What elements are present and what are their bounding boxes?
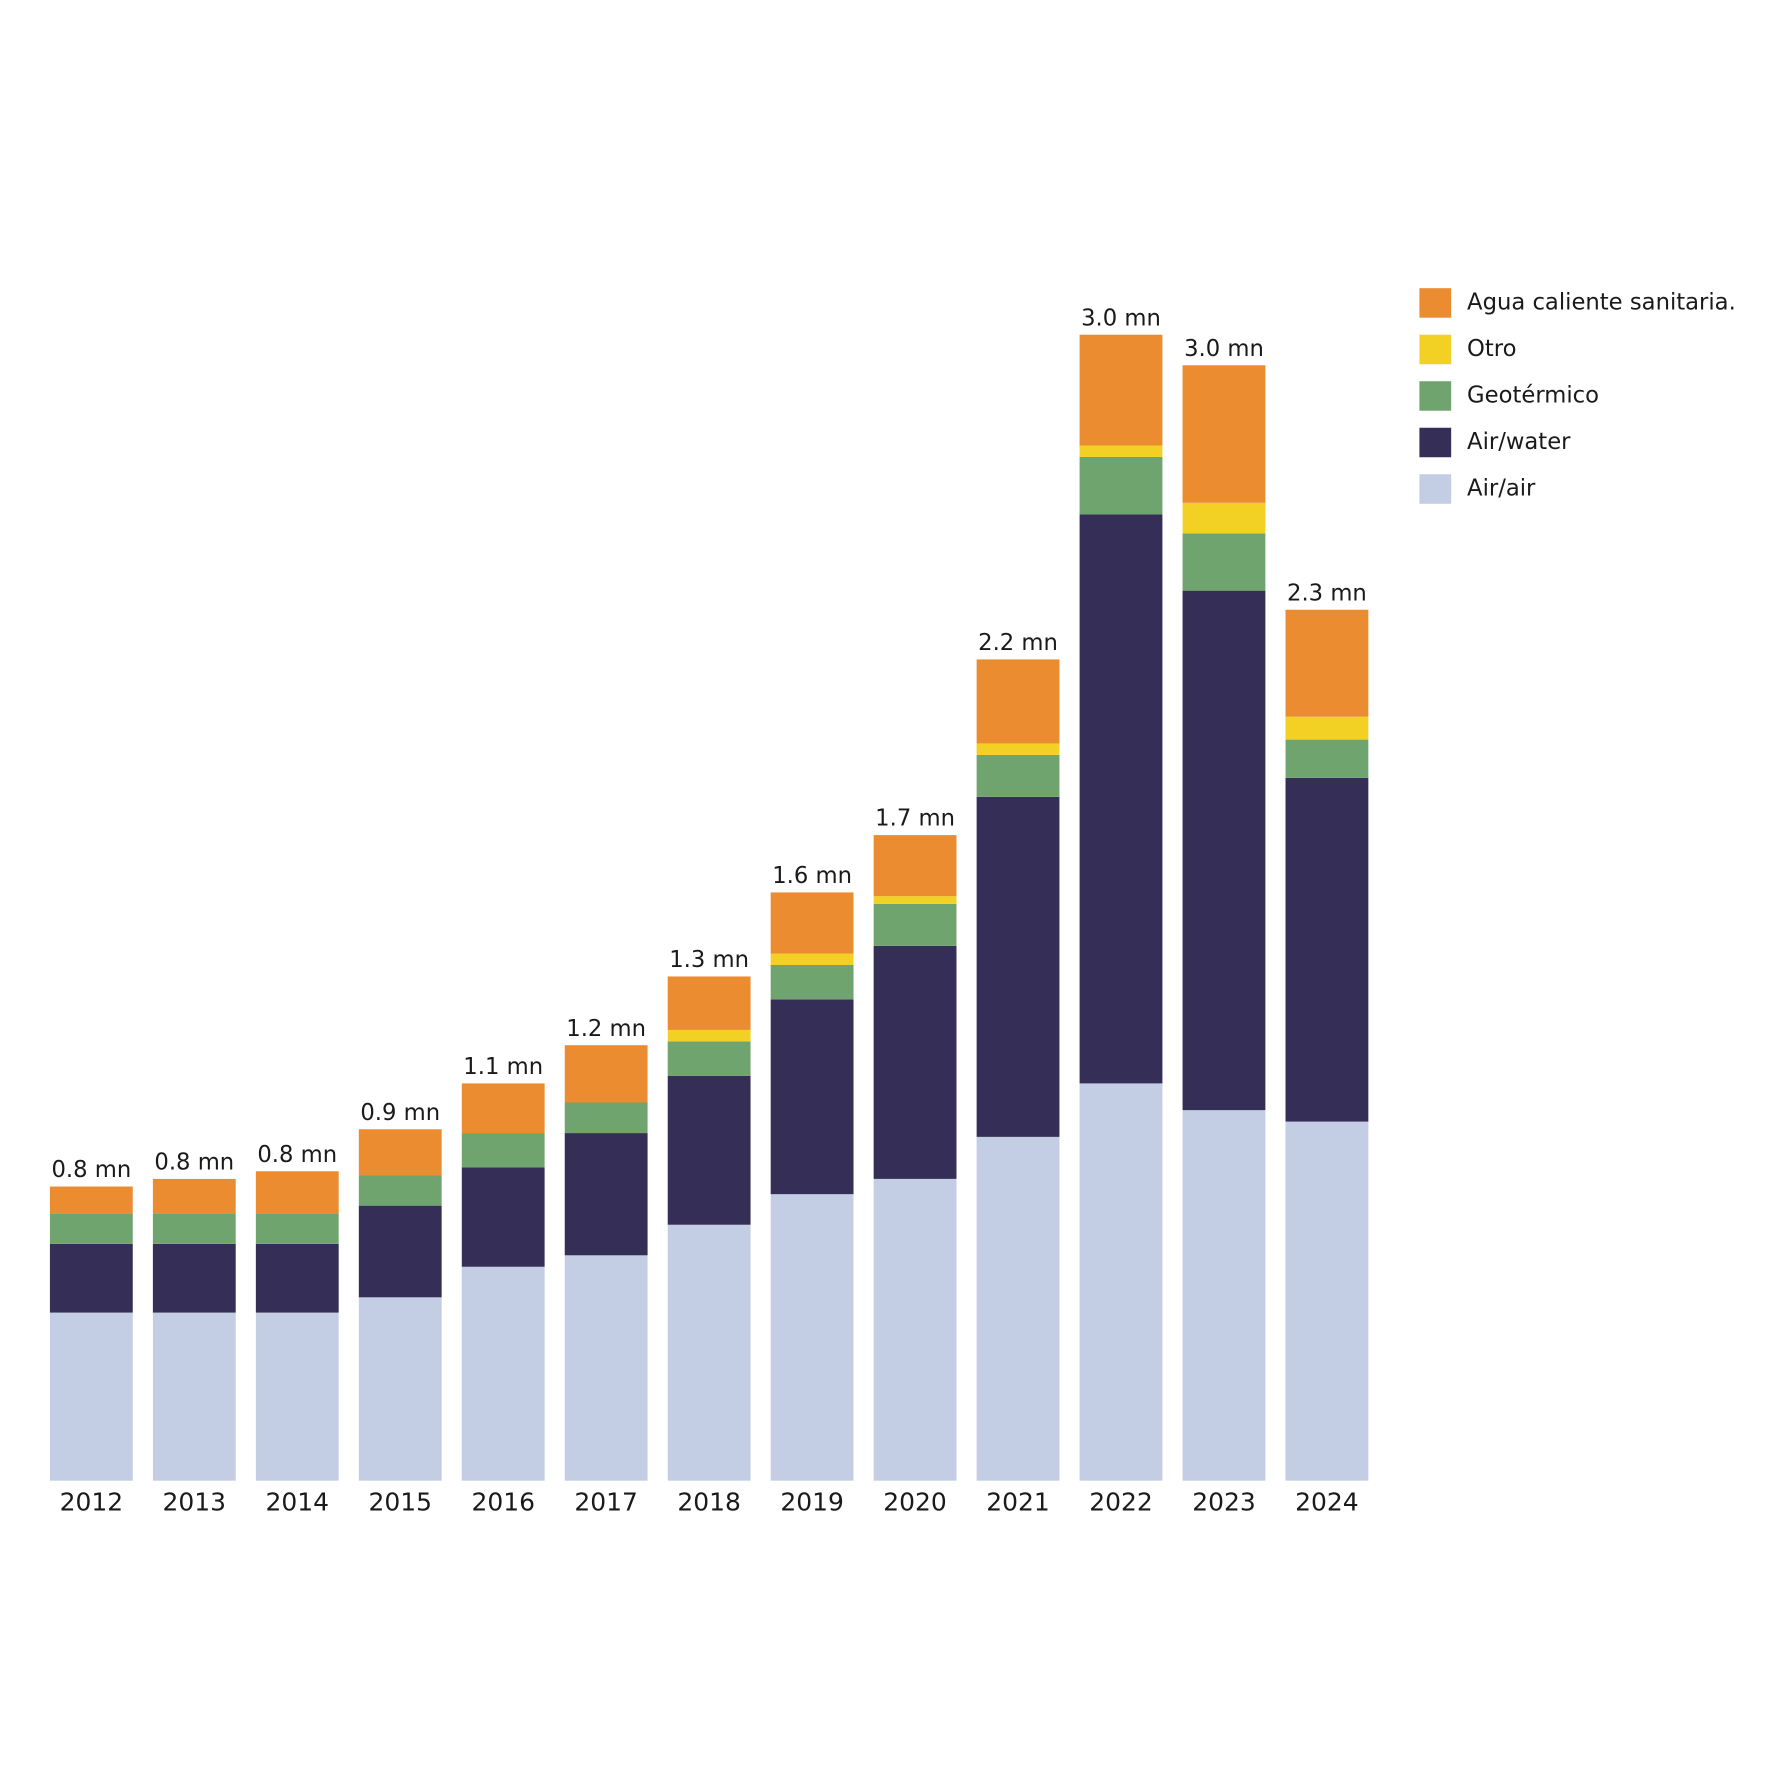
total-label: 2.2 mn: [978, 630, 1058, 656]
bar-segment: [358, 1129, 442, 1176]
legend-swatch: [1419, 474, 1452, 504]
bar-segment: [152, 1243, 236, 1313]
bar-segment: [873, 903, 957, 946]
x-tick-label: 2018: [677, 1487, 741, 1516]
bar-segment: [461, 1083, 545, 1134]
bar-segment: [564, 1255, 648, 1481]
bar-segment: [976, 796, 1060, 1137]
bar-segment: [1285, 1121, 1369, 1481]
x-tick-label: 2024: [1295, 1487, 1359, 1516]
legend-swatch: [1419, 427, 1452, 458]
bar-segment: [49, 1186, 133, 1214]
bar-segment: [564, 1133, 648, 1256]
bar-segment: [1079, 514, 1163, 1084]
x-tick-label: 2019: [780, 1487, 844, 1516]
bar-segment: [461, 1167, 545, 1267]
x-tick-label: 2014: [266, 1487, 330, 1516]
bar-segment: [564, 1102, 648, 1134]
legend-swatch: [1419, 334, 1452, 365]
bar-segment: [1079, 445, 1163, 457]
bar-segment: [255, 1171, 339, 1214]
total-label: 0.9 mn: [360, 1100, 440, 1126]
bar-segment: [1285, 609, 1369, 717]
bar-segment: [49, 1213, 133, 1244]
bar-segment: [1182, 590, 1266, 1111]
total-label: 3.0 mn: [1184, 336, 1264, 362]
bar-segment: [976, 743, 1060, 755]
bar-segment: [152, 1213, 236, 1244]
total-label: 1.6 mn: [772, 863, 852, 889]
legend-label: Geotérmico: [1467, 382, 1599, 408]
x-tick-label: 2021: [986, 1487, 1050, 1516]
bar-segment: [1182, 1110, 1266, 1481]
bar-segment: [667, 1041, 751, 1076]
legend-label: Air/water: [1467, 429, 1571, 455]
bar-segment: [1285, 777, 1369, 1122]
bar-segment: [770, 964, 854, 1000]
bar-segment: [152, 1312, 236, 1481]
x-tick-label: 2012: [60, 1487, 124, 1516]
total-label: 3.0 mn: [1081, 305, 1161, 331]
bar-segment: [976, 1136, 1060, 1481]
x-tick-label: 2017: [574, 1487, 638, 1516]
bar-segment: [358, 1205, 442, 1298]
bar-segment: [770, 892, 854, 954]
bar-segment: [873, 1178, 957, 1481]
bar-segment: [976, 659, 1060, 744]
bar-segment: [770, 999, 854, 1195]
legend-swatch: [1419, 288, 1452, 318]
x-tick-label: 2022: [1089, 1487, 1153, 1516]
bar-segment: [770, 1194, 854, 1481]
total-label: 0.8 mn: [51, 1157, 131, 1183]
legend-label: Agua caliente sanitaria.: [1467, 289, 1736, 315]
total-label: 0.8 mn: [257, 1142, 337, 1168]
bar-segment: [255, 1213, 339, 1244]
total-label: 1.1 mn: [463, 1054, 543, 1080]
total-label: 2.3 mn: [1287, 580, 1367, 606]
bar-segment: [358, 1297, 442, 1481]
bar-segment: [49, 1312, 133, 1481]
bar-segment: [667, 1029, 751, 1042]
x-tick-label: 2020: [883, 1487, 947, 1516]
legend-label: Otro: [1467, 336, 1516, 362]
total-label: 1.3 mn: [669, 947, 749, 973]
bar-segment: [1079, 1083, 1163, 1481]
x-tick-label: 2023: [1192, 1487, 1256, 1516]
bar-segment: [1285, 716, 1369, 740]
bar-segment: [461, 1133, 545, 1168]
bar-segment: [49, 1243, 133, 1313]
bar-segment: [255, 1312, 339, 1481]
x-tick-label: 2013: [163, 1487, 227, 1516]
bar-segment: [667, 976, 751, 1030]
bar-segment: [873, 896, 957, 904]
bar-segment: [873, 835, 957, 897]
bar-segment: [1182, 502, 1266, 534]
bar-segment: [976, 754, 1060, 797]
bar-segment: [1079, 334, 1163, 446]
bar-segment: [1182, 533, 1266, 591]
bar-segment: [358, 1175, 442, 1206]
bar-segment: [255, 1243, 339, 1313]
legend-swatch: [1419, 381, 1452, 411]
legend-label: Air/air: [1467, 476, 1536, 502]
bar-segment: [461, 1266, 545, 1481]
bar-segment: [770, 953, 854, 965]
x-tick-label: 2015: [368, 1487, 432, 1516]
bar-segment: [564, 1045, 648, 1103]
total-label: 1.2 mn: [566, 1016, 646, 1042]
bar-segment: [152, 1178, 236, 1214]
bar-segment: [1285, 739, 1369, 778]
bar-segment: [667, 1224, 751, 1481]
total-label: 0.8 mn: [154, 1150, 234, 1176]
bar-segment: [667, 1075, 751, 1225]
total-label: 1.7 mn: [875, 806, 955, 832]
bar-segment: [1079, 456, 1163, 515]
bar-segment: [873, 945, 957, 1179]
x-tick-label: 2016: [471, 1487, 535, 1516]
bar-segment: [1182, 365, 1266, 503]
